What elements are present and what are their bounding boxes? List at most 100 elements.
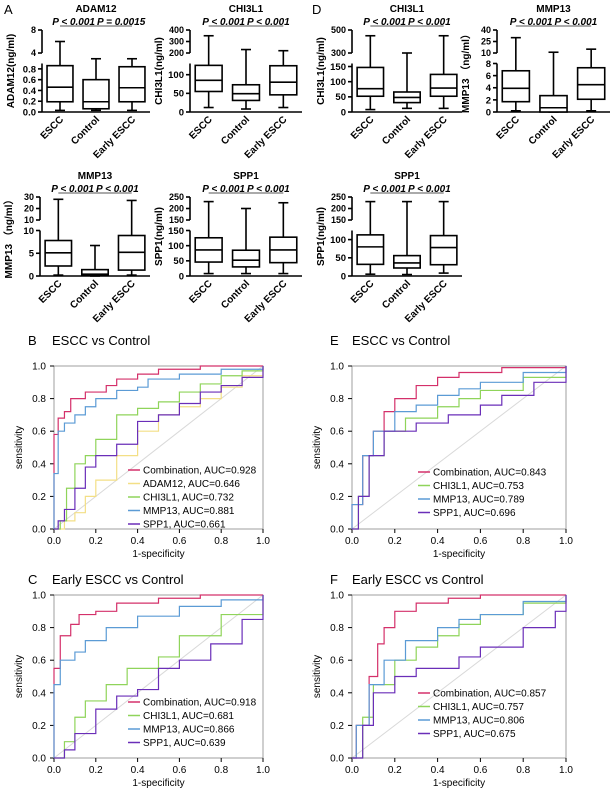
box [356, 234, 385, 266]
x-tick-label: 0.0 [47, 765, 61, 776]
x-tick-label: 0.0 [47, 536, 61, 547]
y-tick-label: 2 [486, 95, 491, 106]
x-tick-label: 0.6 [473, 536, 487, 547]
legend-label: MMP13, AUC=0.789 [433, 495, 525, 506]
x-tick-label: 0.8 [214, 536, 228, 547]
y-tick-label: 0.6 [330, 656, 344, 667]
y-axis-label: CHI3L1(ng/ml) [316, 37, 327, 105]
roc-curve-mmp13 [53, 595, 264, 758]
y-tick-label: 8 [31, 25, 36, 35]
x-tick-label: ESCC [187, 278, 214, 305]
y-tick-label: 4 [31, 48, 36, 58]
y-axis-label: SPP1(ng/ml) [154, 207, 165, 266]
reference-diagonal [53, 365, 264, 530]
y-tick-label: 1.0 [330, 362, 344, 373]
legend-label: SPP1, AUC=0.661 [143, 520, 226, 531]
y-tick-label: 0 [341, 271, 346, 282]
box-title: CHI3L1 [229, 4, 264, 15]
y-tick-label: 0.2 [32, 492, 46, 503]
chart-title: Early ESCC vs Control [52, 572, 184, 587]
x-axis-label: 1-specificity [433, 778, 485, 789]
y-tick-label: 150 [169, 215, 184, 225]
plot-frame [351, 594, 567, 759]
legend-label: Combination, AUC=0.918 [143, 698, 257, 709]
p-value-label: P < 0.001 [202, 17, 245, 28]
p-value-label: P < 0.001 [408, 184, 451, 195]
box [231, 249, 261, 268]
y-tick-label: 0.6 [23, 75, 36, 86]
x-tick-label: 0.4 [431, 765, 445, 776]
p-value-label: P < 0.001 [96, 184, 139, 195]
chart-title: ESCC vs Control [52, 333, 150, 348]
box [231, 83, 261, 102]
x-tick-label: Control [527, 114, 560, 147]
roc-curve-spp1 [352, 366, 567, 530]
y-tick-label: 40 [481, 25, 491, 35]
legend-label: MMP13, AUC=0.806 [433, 716, 525, 727]
legend-label: SPP1, AUC=0.675 [433, 729, 516, 740]
box [81, 268, 110, 276]
y-axis-label: MMP13 （ng/ml） [2, 195, 15, 279]
x-tick-label: Control [219, 114, 252, 147]
roc-curve-mmp13 [351, 366, 567, 529]
y-tick-label: 30 [24, 192, 34, 202]
box-title: ADAM12 [75, 4, 117, 15]
y-tick-label: 50 [335, 253, 346, 264]
x-axis-label: 1-specificity [433, 549, 485, 560]
x-axis-label: 1-specificity [132, 778, 184, 789]
y-tick-label: 0.6 [32, 427, 46, 438]
y-tick-label: 100 [168, 241, 184, 252]
box-title: MMP13 [536, 4, 571, 15]
x-tick-label: 1.0 [256, 536, 270, 547]
roc-curve-spp1 [54, 595, 264, 759]
p-value-label: P < 0.001 [555, 17, 598, 28]
roc-curve-combination [53, 365, 263, 529]
x-tick-label: 0.6 [172, 536, 186, 547]
y-tick-label: 8 [486, 59, 491, 70]
y-tick-label: 0.0 [330, 754, 344, 765]
x-tick-label: 0.0 [345, 765, 359, 776]
y-tick-label: 50 [173, 256, 184, 267]
x-tick-label: Control [68, 278, 101, 311]
x-tick-label: ESCC [349, 114, 376, 141]
y-tick-label: 0 [179, 271, 184, 282]
y-tick-label: 0.4 [32, 688, 46, 699]
legend-label: CHI3L1, AUC=0.753 [433, 481, 524, 492]
y-tick-label: 0.2 [32, 721, 46, 732]
y-tick-label: 0.2 [330, 721, 344, 732]
y-tick-label: 0.4 [23, 86, 37, 97]
x-tick-label: 0.8 [214, 765, 228, 776]
y-tick-label: 1.0 [32, 362, 46, 373]
p-value-label: P < 0.001 [247, 184, 290, 195]
x-tick-label: ESCC [349, 278, 376, 305]
x-tick-label: 0.4 [431, 536, 445, 547]
y-tick-label: 200 [169, 204, 184, 214]
y-tick-label: 100 [168, 70, 184, 81]
y-tick-label: 300 [331, 48, 346, 58]
roc-curve-chi3l1 [54, 366, 264, 530]
x-tick-label: 0.0 [345, 536, 359, 547]
x-tick-label: 0.2 [89, 765, 103, 776]
x-tick-label: 0.2 [388, 765, 402, 776]
x-tick-label: 0.6 [172, 765, 186, 776]
x-tick-label: ESCC [37, 278, 64, 305]
x-tick-label: 0.4 [131, 765, 145, 776]
y-tick-label: 400 [169, 25, 184, 35]
panel-label-D: D [312, 2, 321, 17]
x-tick-label: 1.0 [559, 536, 573, 547]
x-axis-label: 1-specificity [132, 549, 184, 560]
box [576, 66, 606, 101]
y-tick-label: 0.4 [330, 688, 344, 699]
y-tick-label: 200 [169, 48, 184, 58]
roc-curve-combination [53, 594, 263, 758]
y-tick-label: 0 [341, 107, 346, 118]
y-tick-label: 0.8 [330, 623, 344, 634]
x-tick-label: 0.4 [131, 536, 145, 547]
y-tick-label: 150 [330, 62, 346, 73]
y-axis-label: sensitivity [312, 426, 323, 469]
y-tick-label: 4 [486, 83, 492, 94]
legend-label: CHI3L1, AUC=0.732 [143, 493, 234, 504]
y-tick-label: 150 [331, 215, 346, 225]
y-tick-label: 50 [335, 92, 346, 103]
